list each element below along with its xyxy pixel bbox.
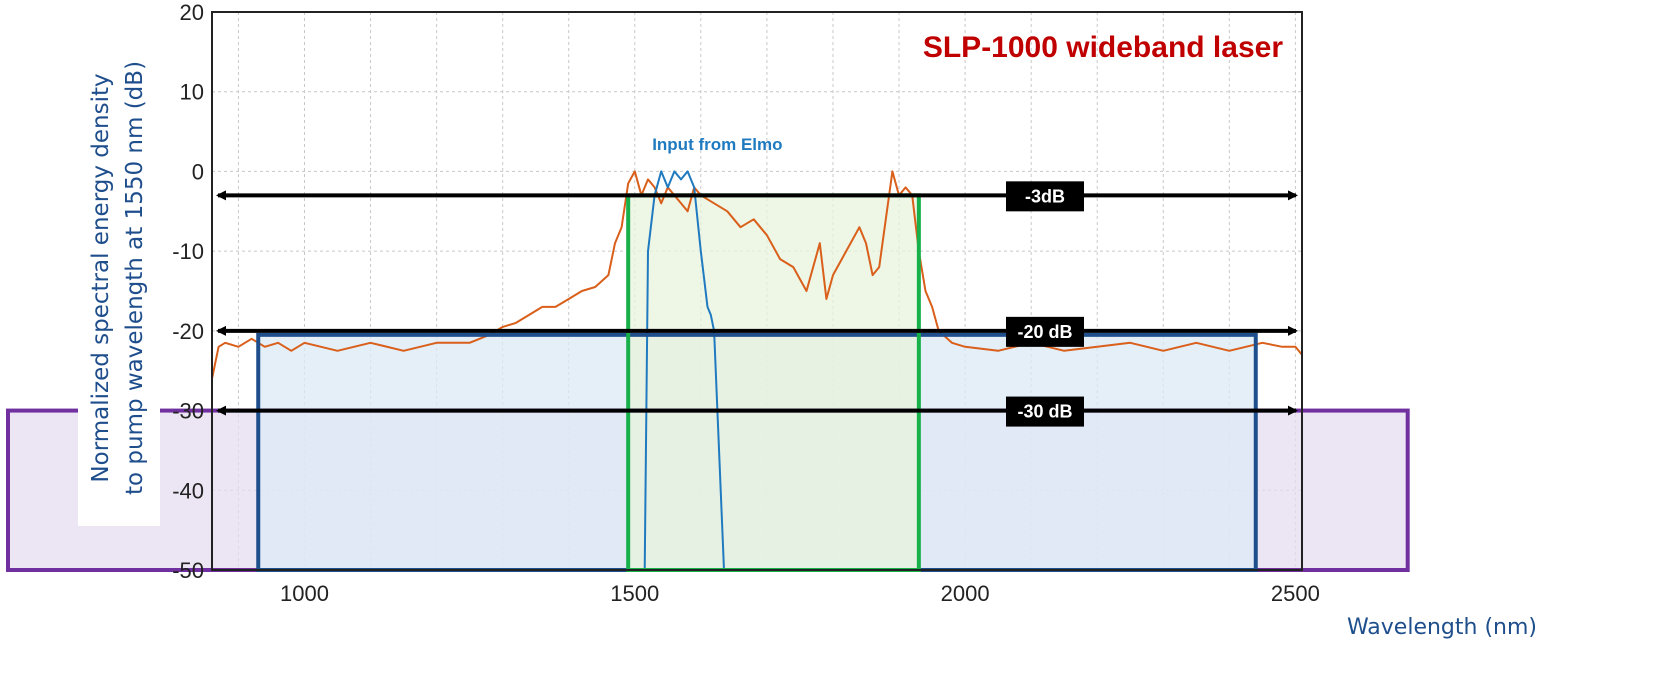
x-tick-label: 1500	[610, 581, 659, 606]
x-axis-label: Wavelength (nm)	[1347, 615, 1537, 640]
y-tick-label: -40	[172, 478, 204, 503]
y-axis-label-backdrop	[78, 60, 160, 526]
level-badge	[1006, 181, 1084, 212]
plot-frame	[211, 11, 1303, 571]
y-axis-label-line2: to pump wavelength at 1550 nm (dB)	[122, 61, 148, 495]
y-axis-label-line1: Normalized spectral energy density	[88, 73, 114, 482]
y-tick-label: 0	[192, 159, 204, 184]
level-badge-label: -30 dB	[1017, 402, 1072, 422]
region-fill-0	[628, 195, 919, 571]
annotations: Input from Elmo	[652, 135, 782, 154]
level-badge	[1006, 396, 1084, 427]
region-fills	[8, 195, 1408, 571]
tick-labels: 1000 1500 2000 2500 20 10 0 -10 -20 -30 -40 -50	[172, 0, 1320, 606]
x-tick-label: 2500	[1271, 581, 1320, 606]
y-tick-label: -20	[172, 319, 204, 344]
annotation-label: Input from Elmo	[652, 135, 782, 154]
y-tick-label: 20	[180, 0, 204, 25]
level-badge-label: -3dB	[1025, 186, 1065, 206]
x-tick-label: 2000	[941, 581, 990, 606]
series-line-0	[211, 170, 1303, 379]
y-tick-label: -10	[172, 239, 204, 264]
level-badge	[1006, 316, 1084, 347]
level-markers: -3dB -20 dB -30 dB	[216, 181, 1298, 427]
y-tick-label: -50	[172, 558, 204, 583]
x-tick-label: 1000	[280, 581, 329, 606]
y-tick-label: 10	[180, 80, 204, 105]
level-badge-label: -20 dB	[1017, 322, 1072, 342]
chart-title: SLP-1000 wideband laser	[923, 31, 1283, 64]
y-tick-label: -30	[172, 399, 204, 424]
y-axis-label-group: Normalized spectral energy density to pu…	[78, 60, 160, 526]
